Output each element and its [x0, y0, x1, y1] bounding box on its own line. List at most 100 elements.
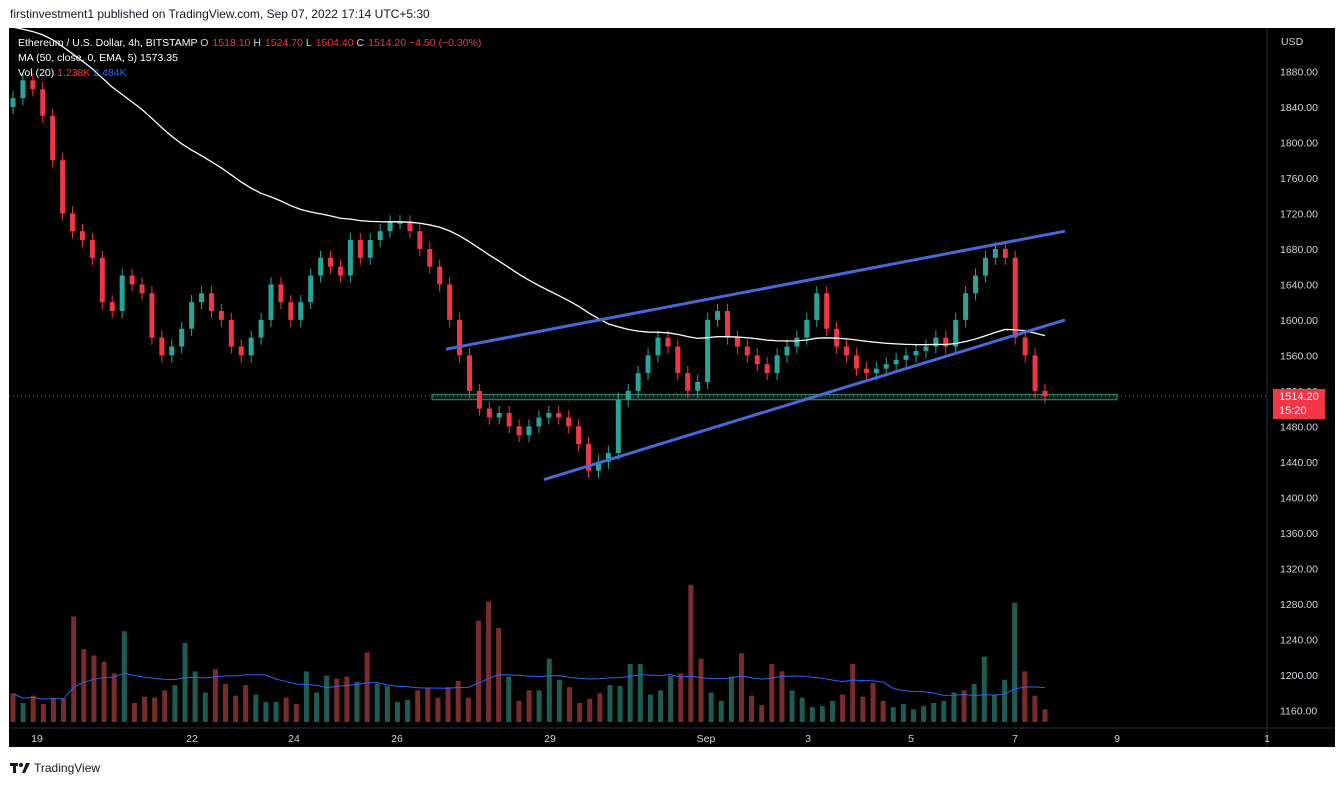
volume-bar	[1012, 602, 1018, 722]
volume-bar	[233, 695, 239, 722]
volume-bar	[334, 678, 340, 722]
tradingview-logo-icon	[10, 763, 30, 773]
volume-bar	[678, 673, 684, 722]
y-tick-label: 1800.00	[1280, 137, 1318, 149]
candle-body	[109, 302, 115, 312]
candle-body	[973, 275, 979, 294]
candle-body	[516, 426, 522, 436]
candle-body	[685, 373, 691, 391]
candle-body	[635, 373, 641, 391]
volume-bar	[192, 671, 198, 722]
candle-body	[258, 319, 264, 338]
candle-body	[397, 222, 403, 224]
chart-frame[interactable]: 1880.00 1840.00 1800.00 1760.00 1720.00 1680.…	[9, 28, 1335, 747]
candle-body	[337, 266, 343, 276]
volume-bar	[50, 697, 56, 722]
y-tick-label: 1840.00	[1280, 102, 1318, 114]
candle-body	[566, 417, 572, 427]
x-tick-label: 5	[908, 733, 914, 745]
candle-body	[546, 413, 552, 418]
volume-bar	[1022, 671, 1028, 722]
volume-ma-line	[12, 672, 1046, 700]
candle-body	[208, 293, 214, 312]
candle-body	[328, 257, 334, 267]
candle-body	[407, 222, 413, 232]
volume-bar	[698, 658, 704, 722]
y-tick-label: 1440.00	[1280, 457, 1318, 469]
ema-line	[13, 28, 1046, 346]
candle-body	[417, 231, 423, 249]
x-tick-label: 29	[544, 733, 556, 745]
candle-body	[526, 426, 532, 436]
currency-label[interactable]: USD	[1281, 36, 1304, 48]
volume-bar	[273, 701, 279, 722]
volume-bar	[374, 684, 380, 722]
volume-bar	[202, 692, 208, 722]
candle-body	[447, 284, 453, 320]
candle-body	[20, 80, 26, 99]
volume-bar	[738, 653, 744, 722]
candle-body	[724, 311, 730, 338]
candle-body	[457, 319, 463, 356]
symbol-title[interactable]: Ethereum / U.S. Dollar, 4h, BITSTAMP	[18, 37, 198, 49]
candle-body	[675, 346, 681, 374]
volume-bar	[850, 663, 856, 722]
volume-bar	[253, 694, 259, 722]
support-zone	[431, 393, 1118, 401]
volume-bar	[890, 707, 896, 722]
ma-value: 1573.35	[139, 52, 178, 64]
x-tick-label: 22	[186, 733, 198, 745]
volume-bar	[566, 687, 572, 722]
candle-body	[943, 337, 949, 347]
candle-body	[377, 231, 383, 241]
footer-brand[interactable]: TradingView	[10, 761, 100, 775]
volume-bar	[40, 704, 46, 722]
candle-body	[605, 452, 611, 462]
y-tick-label: 1160.00	[1280, 705, 1317, 717]
candle-body	[60, 160, 66, 214]
volume-bar	[536, 690, 542, 722]
candle-body	[288, 302, 294, 320]
candle-body	[933, 337, 939, 347]
last-price-tag: 1514.20 15:20	[1273, 389, 1325, 419]
volume-bar	[283, 697, 289, 722]
candle-body	[953, 319, 959, 347]
volume-bar	[617, 686, 623, 722]
ma-label[interactable]: MA (50, close, 0, EMA, 5)	[18, 52, 138, 64]
footer-brand-label: TradingView	[34, 761, 101, 775]
y-tick-label: 1480.00	[1280, 421, 1318, 433]
candle-body	[764, 364, 770, 374]
vol-label[interactable]: Vol (20)	[18, 67, 55, 79]
candle-body	[784, 346, 790, 356]
candle-body	[1002, 248, 1008, 258]
chart-svg[interactable]: 1880.00 1840.00 1800.00 1760.00 1720.00 1680.…	[9, 28, 1335, 747]
volume-bar	[1032, 695, 1038, 722]
candle-body	[893, 359, 899, 365]
last-price: 1514.20	[1279, 391, 1319, 403]
x-tick-label: 19	[31, 733, 43, 745]
x-tick-label: 24	[288, 733, 300, 745]
candle-body	[199, 293, 205, 303]
volume-bar	[61, 698, 67, 722]
volume-bar	[111, 673, 117, 722]
volume-bar	[415, 690, 421, 722]
candle-body	[794, 337, 800, 347]
volume-bar	[931, 703, 937, 722]
candle-body	[50, 115, 56, 161]
volume-bar	[577, 703, 583, 722]
volume-bar	[354, 681, 360, 722]
volume-bar	[516, 700, 522, 722]
candle-body	[298, 302, 304, 320]
volume-bar	[769, 663, 775, 722]
high-label: H	[253, 37, 261, 49]
y-tick-label: 1880.00	[1280, 66, 1318, 78]
close-label: C	[356, 37, 365, 49]
y-tick-label: 1240.00	[1280, 634, 1318, 646]
candle-body	[903, 355, 909, 360]
candle-body	[79, 231, 85, 241]
volume-bar	[1002, 679, 1008, 722]
volume-bar	[809, 707, 815, 722]
x-tick-label: 3	[805, 733, 811, 745]
volume-bar	[688, 584, 694, 722]
candle-body	[179, 328, 185, 347]
